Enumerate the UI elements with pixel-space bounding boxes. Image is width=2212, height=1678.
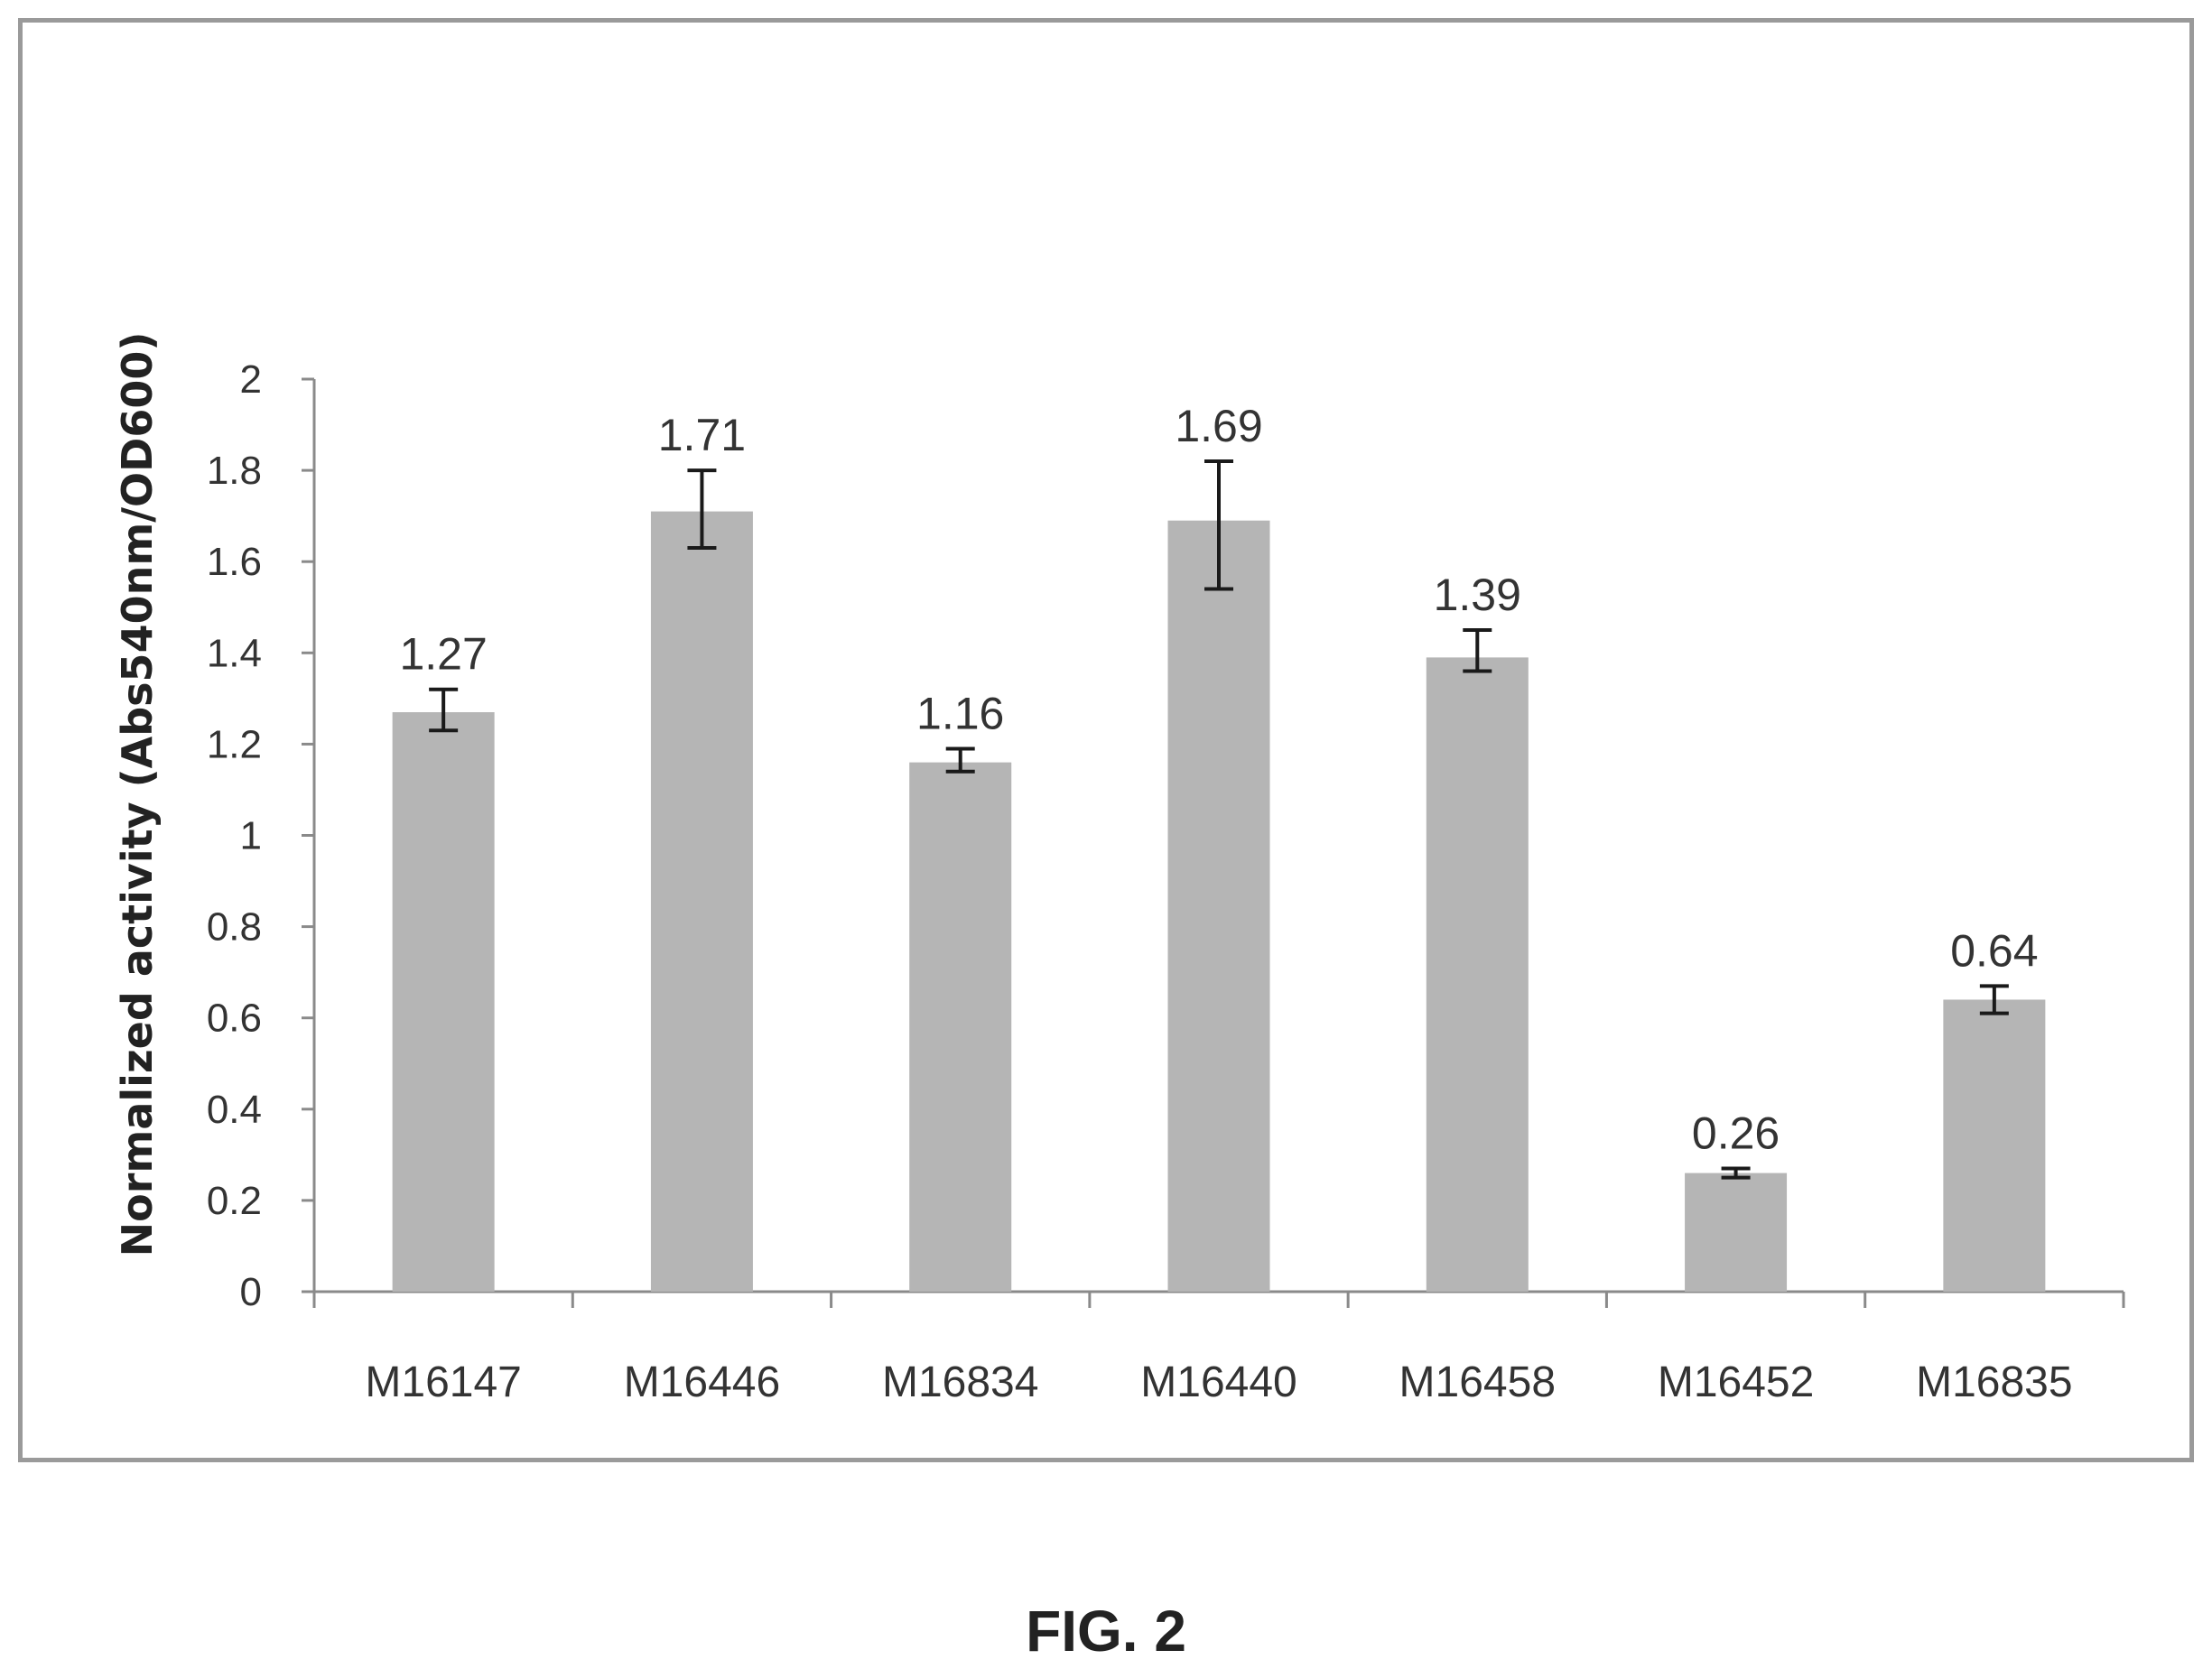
data-label: 1.39	[1434, 570, 1521, 620]
y-tick-label: 1.4	[207, 631, 262, 675]
y-tick-label: 1.8	[207, 449, 262, 493]
bar	[1426, 657, 1529, 1292]
bar	[1685, 1173, 1788, 1292]
data-label: 1.69	[1175, 401, 1262, 451]
bar	[392, 712, 495, 1292]
x-tick-label: M16446	[624, 1358, 780, 1406]
x-tick-label: M16458	[1399, 1358, 1556, 1406]
data-label: 0.64	[1950, 925, 2038, 976]
y-tick-label: 2	[240, 357, 262, 402]
data-label: 0.26	[1692, 1108, 1780, 1159]
figure-frame	[18, 18, 2194, 1462]
x-tick-label: M16440	[1140, 1358, 1297, 1406]
data-label: 1.27	[399, 629, 487, 680]
x-tick-label: M16452	[1658, 1358, 1814, 1406]
y-tick-label: 0.6	[207, 997, 262, 1041]
y-tick-label: 1	[240, 814, 262, 858]
y-tick-label: 0	[240, 1270, 262, 1314]
figure-caption: FIG. 2	[1026, 1599, 1186, 1664]
data-label: 1.71	[658, 410, 746, 460]
bar	[1943, 999, 2046, 1292]
x-tick-label: M16834	[882, 1358, 1038, 1406]
bar	[1167, 520, 1270, 1292]
y-tick-label: 0.2	[207, 1179, 262, 1223]
axes: 0 0.2 0.4 0.6 0.8 1 1.2 1.4 1.6 1.8 2 M16147 M16446 M…	[207, 357, 2125, 1406]
data-label: 1.16	[916, 688, 1004, 738]
bar	[650, 511, 753, 1292]
y-axis-label: Normalized activity (Abs540nm/OD600)	[113, 332, 162, 1257]
y-tick-label: 0.8	[207, 905, 262, 950]
bars: 1.27 1.71 1.16 1.69 1.39 0.26 0.64	[392, 401, 2046, 1292]
y-tick-label: 1.2	[207, 722, 262, 766]
y-tick-label: 0.4	[207, 1088, 262, 1132]
x-tick-label: M16147	[365, 1358, 521, 1406]
x-tick-label: M16835	[1916, 1358, 2072, 1406]
y-tick-label: 1.6	[207, 540, 262, 584]
bar	[909, 762, 1012, 1292]
